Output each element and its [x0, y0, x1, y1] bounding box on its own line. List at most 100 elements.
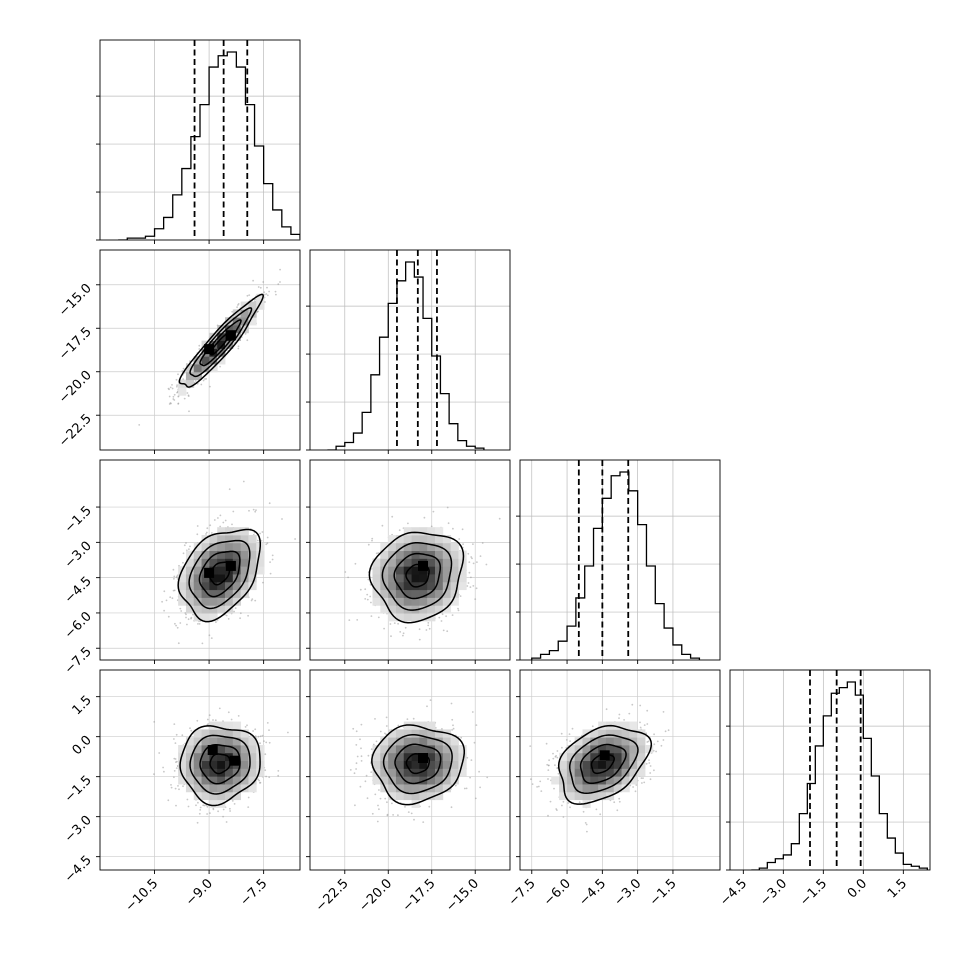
sample-point [553, 787, 555, 790]
pair-panel-3-0 [96, 669, 301, 874]
density-cell [380, 737, 389, 746]
sample-point [618, 797, 621, 800]
density-cell [372, 760, 381, 769]
density-cell [629, 776, 638, 785]
sample-point [569, 806, 571, 809]
sample-point [222, 808, 225, 811]
density-cell [613, 721, 622, 730]
sample-point [628, 712, 631, 715]
density-cell [209, 799, 218, 808]
density-cell [574, 745, 583, 754]
density-cell [395, 613, 405, 622]
sample-point [189, 545, 191, 548]
density-cell [427, 589, 436, 598]
sample-point [208, 634, 211, 637]
sample-point [552, 752, 554, 755]
density-cell [427, 542, 436, 552]
density-cell [217, 348, 226, 357]
density-cell [411, 791, 420, 801]
panel-frame [519, 459, 721, 661]
pair-panel-2-1 [306, 459, 511, 664]
y-tick-label: −3.0 [62, 539, 95, 572]
sample-point [547, 814, 549, 817]
density-cell [450, 776, 459, 785]
sample-point [186, 623, 188, 626]
sample-point [397, 622, 399, 625]
density-cell [225, 776, 234, 785]
sample-point [398, 529, 401, 532]
density-cell [559, 784, 568, 793]
pair-panel-inner [310, 670, 510, 870]
density-cell [403, 791, 412, 801]
density-cell [582, 784, 591, 793]
hist-panel-3 [726, 669, 931, 874]
panel-frame [99, 669, 301, 871]
contour-line [568, 734, 639, 795]
sample-point [474, 598, 477, 600]
sample-point [202, 379, 205, 382]
sample-point [237, 347, 240, 350]
density-cell [193, 558, 202, 567]
sample-point [161, 600, 164, 603]
sample-point [176, 385, 178, 388]
density-cell [193, 729, 202, 738]
density-cell [427, 721, 436, 730]
density-cell [232, 791, 242, 801]
density-cell [427, 566, 436, 575]
density-cell [403, 737, 412, 746]
density-cell [629, 768, 638, 777]
panel-frame [99, 39, 301, 241]
density-cell [621, 760, 630, 769]
sample-point [377, 804, 379, 807]
density-cell [395, 729, 405, 738]
sample-point [390, 635, 392, 638]
sample-point [392, 814, 394, 816]
sample-point [175, 733, 178, 736]
sample-point [370, 748, 373, 751]
density-cell [435, 752, 444, 762]
sample-point [294, 538, 296, 540]
density-cell [232, 784, 242, 793]
sample-point [471, 557, 473, 560]
density-cell [225, 791, 234, 801]
sample-point [375, 552, 378, 555]
sample-point [364, 598, 367, 600]
sample-point [198, 344, 201, 347]
density-cell [225, 760, 234, 769]
x-tick-label: −22.5 [313, 876, 352, 915]
density-cell [217, 542, 226, 552]
sample-point [185, 616, 187, 619]
sample-point [412, 717, 415, 720]
density-cell [419, 791, 428, 801]
density-cell [248, 737, 257, 746]
density-cell [427, 760, 436, 769]
panel-frame [309, 249, 511, 451]
sample-point [660, 744, 663, 747]
density-cell [566, 745, 576, 754]
density-cell [403, 597, 412, 606]
density-cell [435, 581, 444, 591]
sample-point [208, 714, 211, 717]
density-cell [395, 745, 405, 754]
sample-point [366, 598, 369, 601]
sample-point [399, 631, 402, 633]
density-cell [419, 737, 428, 746]
density-cell [185, 768, 195, 777]
sample-point [605, 708, 608, 711]
density-cell [225, 745, 234, 754]
density-cell [388, 729, 397, 738]
sample-point [261, 734, 264, 737]
sample-point [177, 785, 179, 787]
density-cell [178, 387, 187, 396]
density-cell [621, 729, 630, 738]
density-cell [388, 574, 397, 583]
sample-point [586, 830, 588, 833]
density-cell [427, 791, 436, 801]
sample-point [178, 564, 180, 567]
sample-point [258, 779, 261, 782]
density-cell [450, 760, 459, 769]
density-cell [395, 581, 405, 591]
contour-line [199, 743, 241, 785]
density-cell [225, 768, 234, 777]
sample-point [200, 383, 203, 386]
